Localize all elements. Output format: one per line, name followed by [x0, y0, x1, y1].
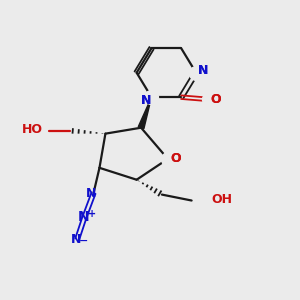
- Text: N: N: [198, 64, 209, 77]
- Polygon shape: [138, 97, 152, 129]
- Text: O: O: [211, 93, 221, 106]
- Text: N: N: [141, 94, 151, 106]
- Text: −: −: [79, 236, 88, 246]
- Text: N: N: [86, 187, 96, 200]
- Text: O: O: [170, 152, 181, 165]
- Text: O: O: [170, 152, 181, 165]
- Text: OH: OH: [211, 193, 232, 206]
- Text: HO: HO: [22, 123, 43, 136]
- Text: N: N: [141, 94, 151, 106]
- Text: O: O: [211, 93, 221, 106]
- Text: N: N: [70, 233, 81, 246]
- Text: +: +: [88, 209, 96, 219]
- Text: N: N: [77, 210, 89, 224]
- Text: N: N: [198, 64, 209, 77]
